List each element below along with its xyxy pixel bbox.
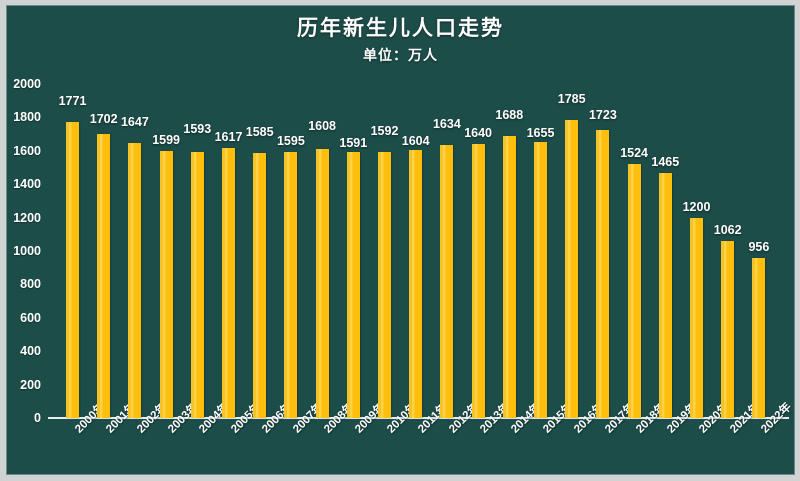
bar-value-label: 1591 <box>339 136 368 151</box>
bar[interactable] <box>502 136 516 418</box>
y-axis-tick: 1000 <box>13 244 41 258</box>
bar-value-label: 1524 <box>620 145 648 160</box>
bar-value-label: 1647 <box>120 114 149 129</box>
bar[interactable] <box>159 150 173 418</box>
bar-value-label: 1702 <box>89 111 118 126</box>
bar-group[interactable]: 1585 2006年 <box>244 84 295 435</box>
bar[interactable] <box>409 150 423 418</box>
y-axis-tick: 2000 <box>13 77 41 91</box>
bar-group[interactable]: 1595 2007年 <box>275 84 326 436</box>
bar[interactable] <box>315 149 329 418</box>
bar-value-label: 1200 <box>682 199 711 214</box>
bar[interactable] <box>222 147 235 418</box>
bar-group[interactable]: 1608 2008年 <box>307 84 357 435</box>
bar-value-label: 1723 <box>588 108 617 123</box>
bar-value-label: 1640 <box>464 126 492 141</box>
bar-group[interactable]: 1599 2003年 <box>151 84 201 436</box>
bar-group[interactable]: 1640 2013年 <box>463 84 513 435</box>
bar-value-label: 1585 <box>245 125 274 140</box>
chart-title-block: 历年新生儿人口走势 单位：万人 <box>7 16 794 66</box>
bar-value-label: 1599 <box>152 132 180 147</box>
bar-value-label: 1604 <box>401 134 430 149</box>
bar-value-label: 1634 <box>432 117 461 132</box>
bar[interactable] <box>596 130 610 418</box>
bar-group[interactable]: 1593 2004年 <box>182 84 232 436</box>
bar-value-label: 1592 <box>370 124 399 139</box>
bar-value-label: 1595 <box>276 133 305 148</box>
bar-value-label: 1688 <box>495 108 524 123</box>
bar[interactable] <box>128 142 142 418</box>
bar[interactable] <box>97 133 111 418</box>
y-axis-tick: 800 <box>20 277 41 292</box>
bar-group[interactable]: 1771 2000年 <box>57 84 108 435</box>
x-axis-line <box>48 417 789 419</box>
bar-group[interactable]: 956 2022年 <box>743 84 793 435</box>
bar-group[interactable]: 1592 2010年 <box>369 84 420 435</box>
y-axis-tick: 200 <box>20 377 41 392</box>
bar-value-label: 1593 <box>183 121 212 136</box>
bar-value-label: 1785 <box>557 91 586 106</box>
bar[interactable] <box>627 163 641 418</box>
bar-group[interactable]: 1723 2017年 <box>587 84 638 435</box>
chart-subtitle: 单位：万人 <box>363 47 438 63</box>
bar-group[interactable]: 1591 2009年 <box>338 84 388 435</box>
y-axis-tick: 1600 <box>13 143 41 158</box>
bar-group[interactable]: 1617 2005年 <box>213 84 264 436</box>
bar-value-label: 1617 <box>214 129 243 144</box>
bar[interactable] <box>471 144 485 418</box>
y-axis-tick: 1800 <box>13 110 41 125</box>
bar-group[interactable]: 1604 2011年 <box>400 84 450 435</box>
bar-value-label: 1655 <box>526 125 555 140</box>
bar-group[interactable]: 1647 2002年 <box>119 84 170 436</box>
y-axis-tick: 1400 <box>13 177 41 192</box>
bar-group[interactable]: 1688 2014年 <box>494 84 544 435</box>
bar[interactable] <box>190 151 204 418</box>
bar-value-label: 956 <box>748 240 770 255</box>
y-axis-tick: 1200 <box>13 210 41 225</box>
y-axis-tick: 400 <box>20 344 41 359</box>
bar[interactable] <box>565 119 579 418</box>
bar[interactable] <box>253 153 267 418</box>
bar[interactable] <box>440 145 454 418</box>
bar[interactable] <box>752 258 766 418</box>
chart-panel: 历年新生儿人口走势 单位：万人 0 200 400 600 800 1000 1200 140… <box>6 5 795 475</box>
plot-area: 0 200 400 600 800 1000 1200 1400 1600 1800 2000 17… <box>13 77 794 436</box>
bar-group[interactable]: 1062 2021年 <box>712 84 763 436</box>
page-title: 历年新生儿人口走势 <box>297 17 504 40</box>
y-axis-tick: 600 <box>20 310 41 325</box>
bar-group[interactable]: 1655 2015年 <box>525 84 576 436</box>
bar[interactable] <box>346 152 360 418</box>
bar-value-label: 1771 <box>58 94 87 109</box>
bar[interactable] <box>66 122 79 418</box>
bar-value-label: 1608 <box>308 119 336 134</box>
bar-group[interactable]: 1200 2020年 <box>681 84 732 436</box>
bar[interactable] <box>534 141 547 418</box>
bar-group[interactable]: 1785 2016年 <box>556 84 607 436</box>
bar-group[interactable]: 1634 2012年 <box>431 84 482 435</box>
bar[interactable] <box>690 217 703 418</box>
bar-group[interactable]: 1524 2018年 <box>619 84 669 436</box>
bar-value-label: 1465 <box>651 155 680 170</box>
bar[interactable] <box>378 152 391 418</box>
bar[interactable] <box>284 151 298 418</box>
bar-group[interactable]: 1702 2001年 <box>88 84 139 436</box>
bar-value-label: 1062 <box>713 222 742 237</box>
bar-group[interactable]: 1465 2019年 <box>650 84 700 435</box>
bar[interactable] <box>721 240 735 418</box>
bar[interactable] <box>658 173 672 418</box>
y-axis-tick: 0 <box>34 411 41 425</box>
